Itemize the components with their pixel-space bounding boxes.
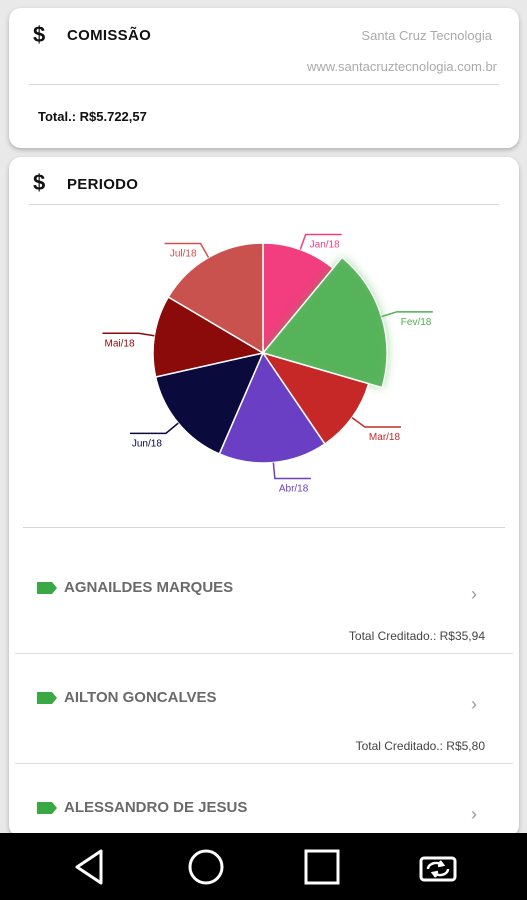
pie-label-abr-18: Abr/18: [279, 483, 309, 494]
tag-icon: [37, 692, 57, 704]
home-icon[interactable]: [186, 847, 226, 887]
dollar-icon: $: [33, 22, 46, 47]
divider: [23, 527, 505, 528]
item-total: Total Creditado.: R$35,94: [348, 629, 485, 643]
system-nav-bar: [0, 833, 527, 900]
pie-label-jan-18: Jan/18: [310, 239, 340, 250]
back-icon[interactable]: [70, 847, 110, 887]
list-item[interactable]: AGNAILDES MARQUES › Total Creditado.: R$…: [15, 544, 513, 654]
dollar-icon: $: [33, 170, 46, 195]
pie-label-jun-18: Jun/18: [132, 438, 162, 449]
pie-slice-mar-18[interactable]: [261, 351, 370, 446]
commission-title: COMISSÃO: [67, 27, 152, 44]
item-name: AGNAILDES MARQUES: [64, 579, 234, 596]
rotate-icon[interactable]: [418, 847, 458, 887]
pie-leader-abr-18: [272, 462, 311, 480]
pie-label-mai-18: Mai/18: [105, 338, 135, 349]
pie-leader-mar-18: [351, 417, 401, 428]
pie-leader-jul-18: [164, 242, 210, 258]
pie-leader-jan-18: [299, 233, 342, 250]
chevron-right-icon: ›: [471, 584, 477, 604]
pie-leader-fev-18: [381, 311, 433, 318]
divider: [29, 84, 499, 85]
pie-leader-mai-18: [102, 332, 155, 337]
pie-label-mar-18: Mar/18: [369, 432, 401, 443]
pie-leader-jun-18: [129, 422, 179, 435]
tag-icon: [37, 802, 57, 814]
recents-icon[interactable]: [302, 847, 342, 887]
divider: [29, 204, 499, 205]
chevron-right-icon: ›: [471, 804, 477, 824]
chevron-right-icon: ›: [471, 694, 477, 714]
list-item[interactable]: AILTON GONCALVES › Total Creditado.: R$5…: [15, 654, 513, 764]
pie-slice-jan-18[interactable]: [262, 242, 335, 356]
commission-total: Total.: R$5.722,57: [38, 109, 147, 124]
tag-icon: [37, 582, 57, 594]
pie-slice-abr-18[interactable]: [218, 351, 326, 464]
period-pie-chart[interactable]: Jan/18 Fev/18 Mar/18 Abr/18 Jun/18 Mai/18 Jul/…: [9, 157, 519, 517]
company-website: www.santacruztecnologia.com.br: [306, 59, 497, 74]
pie-label-fev-18: Fev/18: [401, 317, 432, 328]
item-total: Total Creditado.: R$5,80: [355, 739, 485, 753]
list-item[interactable]: ALESSANDRO DE JESUS ›: [15, 764, 513, 837]
period-card: $ PERIODO Jan/18 Fev/18 Mar/18 Abr/18 Jun/18…: [9, 157, 519, 837]
commission-card: $ COMISSÃO Santa Cruz Tecnologia www.san…: [9, 8, 519, 148]
pie-label-jul-18: Jul/18: [170, 249, 197, 260]
company-name: Santa Cruz Tecnologia: [361, 28, 492, 43]
period-title: PERIODO: [67, 176, 139, 193]
item-name: AILTON GONCALVES: [64, 689, 217, 706]
item-name: ALESSANDRO DE JESUS: [64, 799, 248, 816]
